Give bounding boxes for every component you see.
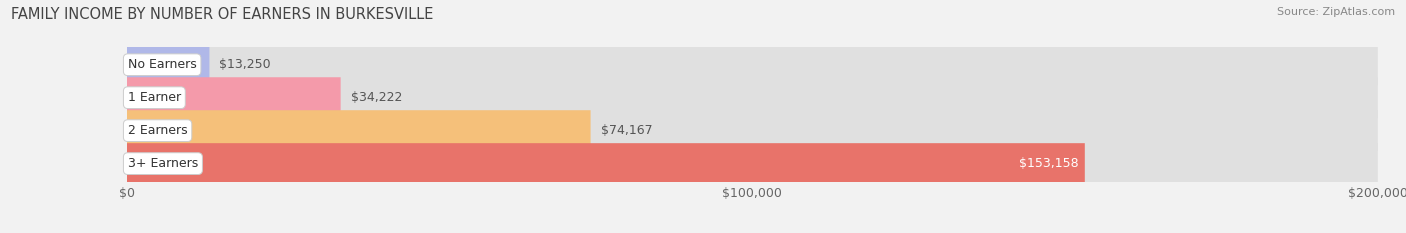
FancyBboxPatch shape (127, 77, 1378, 118)
Text: Source: ZipAtlas.com: Source: ZipAtlas.com (1277, 7, 1395, 17)
Text: $34,222: $34,222 (350, 91, 402, 104)
Text: $13,250: $13,250 (219, 58, 271, 71)
FancyBboxPatch shape (127, 110, 591, 151)
Text: $74,167: $74,167 (600, 124, 652, 137)
Text: No Earners: No Earners (128, 58, 197, 71)
Text: 1 Earner: 1 Earner (128, 91, 181, 104)
Text: 2 Earners: 2 Earners (128, 124, 187, 137)
Text: 3+ Earners: 3+ Earners (128, 157, 198, 170)
FancyBboxPatch shape (127, 110, 1378, 151)
FancyBboxPatch shape (127, 77, 340, 118)
Text: FAMILY INCOME BY NUMBER OF EARNERS IN BURKESVILLE: FAMILY INCOME BY NUMBER OF EARNERS IN BU… (11, 7, 433, 22)
FancyBboxPatch shape (127, 143, 1085, 184)
Text: $153,158: $153,158 (1019, 157, 1078, 170)
FancyBboxPatch shape (127, 143, 1378, 184)
FancyBboxPatch shape (127, 44, 209, 85)
FancyBboxPatch shape (127, 44, 1378, 85)
